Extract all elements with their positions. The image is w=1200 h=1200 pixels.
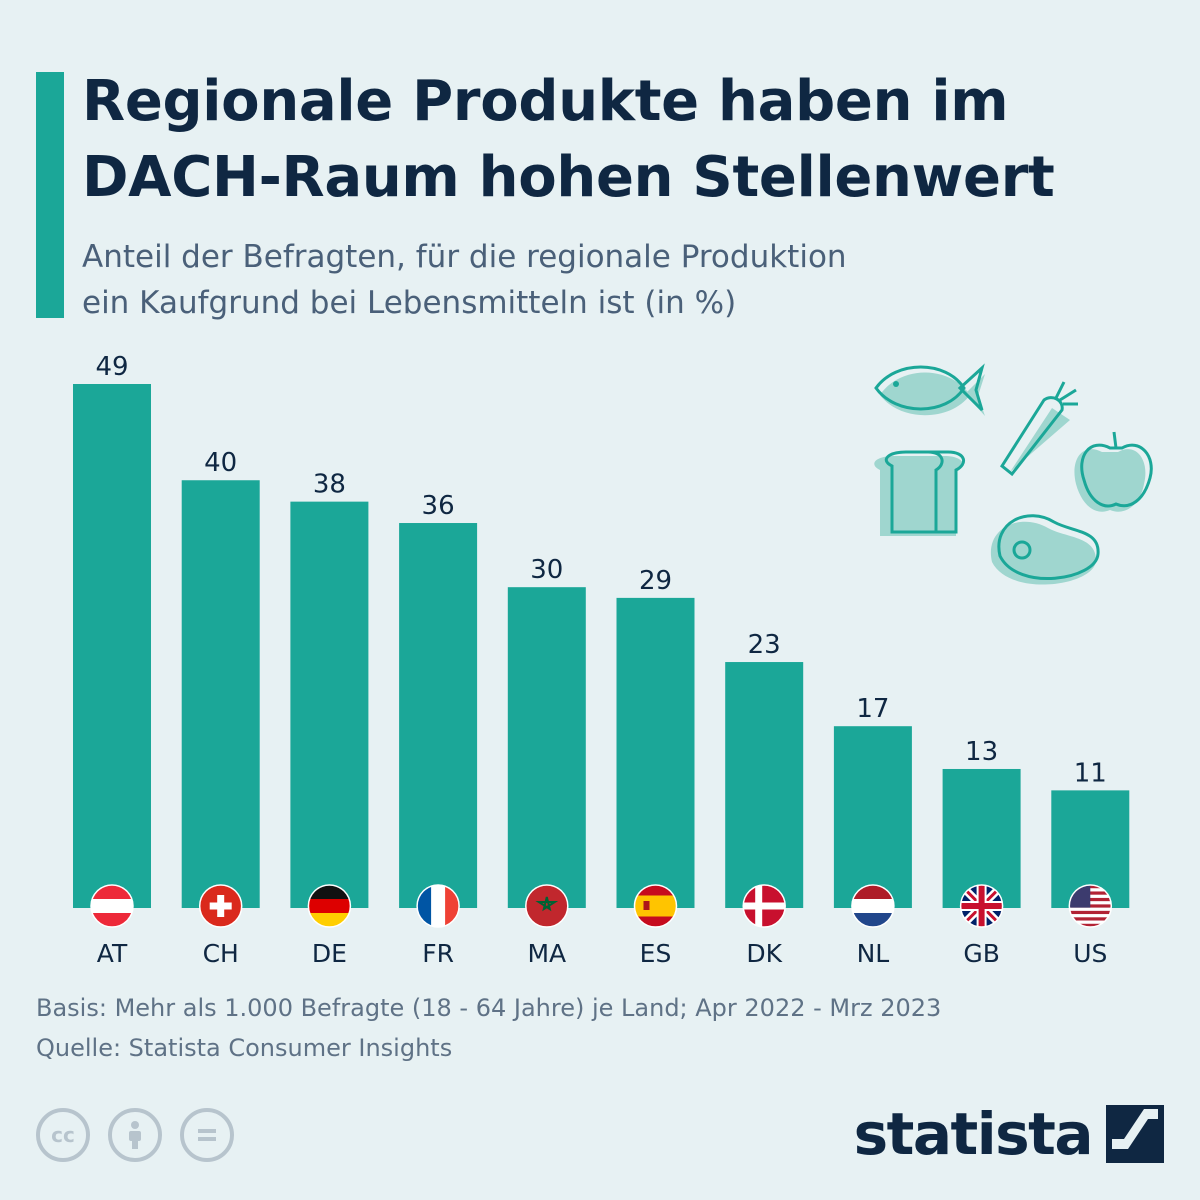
- subtitle-line-2: ein Kaufgrund bei Lebensmitteln ist (in …: [82, 285, 737, 321]
- tick-label-es: ES: [640, 939, 672, 968]
- value-label-es: 29: [639, 566, 672, 596]
- title-line-2: DACH-Raum hohen Stellenwert: [82, 145, 1055, 210]
- title-accent-bar: [36, 72, 64, 318]
- bar-ma: [507, 587, 586, 908]
- flag-es-icon: [633, 884, 678, 928]
- flag-dk-icon: [742, 884, 786, 928]
- value-label-nl: 17: [856, 694, 889, 724]
- tick-label-ch: CH: [203, 939, 239, 968]
- tick-label-nl: NL: [857, 939, 890, 968]
- value-label-dk: 23: [748, 630, 781, 660]
- tick-labels-layer: AT CH DE FR MA ES DK NL GB US: [97, 939, 1108, 968]
- steak-icon: [990, 514, 1100, 585]
- bar-es: [616, 597, 695, 908]
- cc-icon[interactable]: cc: [36, 1108, 90, 1162]
- bread-icon: [874, 450, 965, 536]
- apple-icon: [1074, 431, 1153, 512]
- source-note: Quelle: Statista Consumer Insights: [36, 1034, 453, 1062]
- logo-text: statista: [853, 1100, 1094, 1168]
- statista-logo[interactable]: statista: [854, 1100, 1164, 1168]
- food-illustration: [874, 363, 1153, 585]
- tick-label-de: DE: [312, 939, 347, 968]
- labels-layer: 49 40 38 36 30 29 23 17 13 11: [95, 352, 1106, 788]
- flag-at-icon: [90, 884, 134, 928]
- license-icons: cc: [36, 1108, 234, 1162]
- attribution-icon[interactable]: [108, 1108, 162, 1162]
- bar-nl: [833, 726, 912, 908]
- chart-subtitle: Anteil der Befragten, für die regionale …: [82, 234, 1082, 326]
- tick-label-gb: GB: [963, 939, 1000, 968]
- title-line-1: Regionale Produkte haben im: [82, 69, 1009, 134]
- page-title: Regionale Produkte haben im DACH-Raum ho…: [82, 64, 1182, 216]
- subtitle-line-1: Anteil der Befragten, für die regionale …: [82, 239, 847, 275]
- carrot-icon: [1000, 381, 1078, 477]
- flags-layer: [90, 884, 1113, 928]
- bar-de: [290, 501, 369, 908]
- value-label-gb: 13: [965, 737, 998, 767]
- flag-gb-icon: [959, 884, 1004, 928]
- flag-nl-icon: [851, 884, 895, 928]
- value-label-fr: 36: [422, 491, 455, 521]
- footnote: Basis: Mehr als 1.000 Befragte (18 - 64 …: [36, 988, 941, 1068]
- bar-fr: [399, 523, 478, 908]
- bar-dk: [725, 662, 804, 908]
- tick-label-fr: FR: [422, 939, 454, 968]
- bar-ch: [181, 480, 260, 908]
- bar-chart: 49 40 38 36 30 29 23 17 13 11 AT CH DE FR MA ES DK NL GB U…: [73, 352, 1130, 968]
- flag-ch-icon: [198, 884, 243, 928]
- value-label-ma: 30: [530, 555, 563, 585]
- value-label-us: 11: [1074, 758, 1107, 788]
- bars-layer: [73, 384, 1130, 908]
- tick-label-us: US: [1073, 939, 1107, 968]
- value-label-de: 38: [313, 470, 346, 500]
- flag-de-icon: [307, 884, 352, 928]
- tick-label-at: AT: [97, 939, 128, 968]
- flag-us-icon: [1068, 884, 1113, 928]
- no-derivatives-icon[interactable]: [180, 1108, 234, 1162]
- statista-mark-icon: [1106, 1105, 1164, 1163]
- fish-icon: [874, 363, 985, 416]
- tick-label-dk: DK: [746, 939, 782, 968]
- value-label-ch: 40: [204, 448, 237, 478]
- flag-fr-icon: [416, 884, 460, 928]
- flag-ma-icon: [525, 884, 569, 928]
- basis-note: Basis: Mehr als 1.000 Befragte (18 - 64 …: [36, 994, 942, 1022]
- value-label-at: 49: [95, 352, 128, 382]
- bar-at: [73, 384, 151, 908]
- tick-label-ma: MA: [527, 939, 566, 968]
